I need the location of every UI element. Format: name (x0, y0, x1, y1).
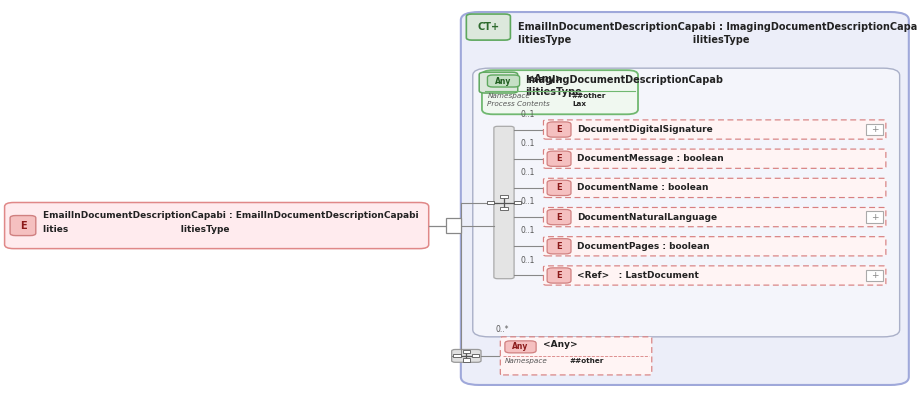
FancyBboxPatch shape (452, 349, 481, 363)
Text: lities                                    litiesType: lities litiesType (43, 225, 230, 233)
FancyBboxPatch shape (466, 14, 510, 40)
FancyBboxPatch shape (482, 70, 638, 114)
Bar (514, 201, 521, 204)
Text: Any: Any (512, 342, 529, 351)
Text: 0..1: 0..1 (521, 139, 535, 148)
Text: E: E (556, 242, 562, 251)
FancyBboxPatch shape (547, 180, 571, 196)
Text: 0..1: 0..1 (521, 110, 535, 119)
Bar (453, 354, 461, 358)
FancyBboxPatch shape (479, 72, 518, 93)
Text: CT: CT (492, 78, 505, 87)
FancyBboxPatch shape (547, 122, 571, 137)
Text: ##other: ##other (569, 358, 603, 364)
Text: EmailInDocumentDescriptionCapabi : ImagingDocumentDescriptionCapab: EmailInDocumentDescriptionCapabi : Imagi… (518, 22, 918, 32)
Text: 0..1: 0..1 (521, 197, 535, 206)
FancyBboxPatch shape (547, 239, 571, 254)
FancyBboxPatch shape (494, 126, 514, 279)
Text: +: + (870, 125, 879, 134)
Text: 0..1: 0..1 (521, 168, 535, 177)
Text: E: E (556, 213, 562, 222)
Text: litiesType                                    ilitiesType: litiesType ilitiesType (518, 35, 749, 45)
FancyBboxPatch shape (543, 178, 886, 198)
FancyBboxPatch shape (500, 337, 652, 375)
Text: +: + (870, 213, 879, 222)
Text: DocumentDigitalSignature: DocumentDigitalSignature (577, 125, 713, 134)
Text: <Ref>   : LastDocument: <Ref> : LastDocument (577, 271, 700, 280)
FancyBboxPatch shape (547, 268, 571, 283)
FancyBboxPatch shape (505, 341, 536, 353)
Text: Any: Any (496, 77, 511, 85)
Text: Lax: Lax (572, 101, 586, 107)
Bar (500, 207, 508, 210)
Bar (463, 350, 470, 354)
FancyBboxPatch shape (547, 209, 571, 225)
Text: 0..1: 0..1 (521, 227, 535, 235)
Text: DocumentName : boolean: DocumentName : boolean (577, 183, 709, 192)
Text: ilitiesType: ilitiesType (525, 87, 582, 97)
Bar (866, 124, 883, 135)
FancyBboxPatch shape (543, 149, 886, 168)
Bar (487, 201, 494, 204)
Text: CT+: CT+ (477, 22, 499, 32)
Text: EmailInDocumentDescriptionCapabi : EmailInDocumentDescriptionCapabi: EmailInDocumentDescriptionCapabi : Email… (43, 211, 419, 220)
Text: 0..1: 0..1 (521, 256, 535, 265)
Text: <Any>: <Any> (526, 74, 563, 84)
Text: E: E (556, 154, 562, 163)
FancyBboxPatch shape (487, 75, 520, 87)
Bar (500, 195, 508, 198)
Text: E: E (19, 221, 27, 231)
Text: DocumentNaturalLanguage: DocumentNaturalLanguage (577, 213, 718, 222)
FancyBboxPatch shape (543, 237, 886, 256)
Bar (866, 211, 883, 223)
FancyBboxPatch shape (5, 203, 429, 249)
FancyBboxPatch shape (547, 151, 571, 166)
FancyBboxPatch shape (461, 12, 909, 385)
Text: Namespace: Namespace (487, 93, 531, 99)
FancyBboxPatch shape (543, 207, 886, 227)
Bar (446, 219, 461, 233)
Text: E: E (556, 271, 562, 280)
Bar (463, 358, 470, 362)
Text: ImagingDocumentDescriptionCapab: ImagingDocumentDescriptionCapab (525, 75, 723, 85)
Text: +: + (870, 271, 879, 280)
Text: ##other: ##other (572, 93, 606, 99)
Text: DocumentMessage : boolean: DocumentMessage : boolean (577, 154, 724, 163)
Text: Process Contents: Process Contents (487, 101, 550, 107)
Text: E: E (556, 183, 562, 192)
FancyBboxPatch shape (543, 120, 886, 139)
Text: <Any>: <Any> (543, 340, 577, 349)
Text: 0..*: 0..* (496, 326, 509, 334)
FancyBboxPatch shape (10, 216, 36, 236)
FancyBboxPatch shape (473, 68, 900, 337)
Bar (866, 270, 883, 281)
Text: E: E (556, 125, 562, 134)
Text: Namespace: Namespace (505, 358, 548, 364)
Text: DocumentPages : boolean: DocumentPages : boolean (577, 242, 710, 251)
Bar (472, 354, 479, 358)
FancyBboxPatch shape (543, 266, 886, 285)
